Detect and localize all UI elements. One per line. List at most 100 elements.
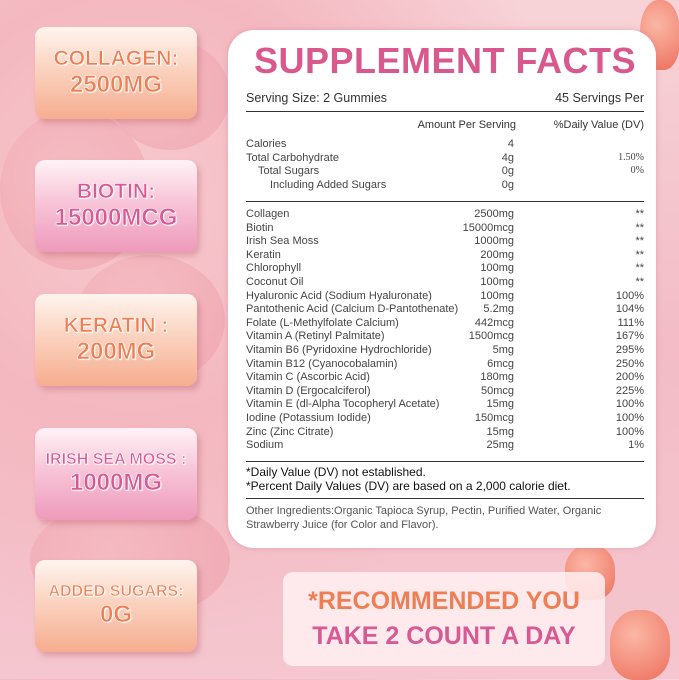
table-row: Sodium 25mg 1%: [246, 439, 644, 453]
other-ingredients-line1: Other Ingredients:Organic Tapioca Syrup,…: [246, 505, 602, 517]
badge-label: COLLAGEN:: [53, 47, 179, 71]
nutrient-amount: 180mg: [480, 371, 514, 384]
nutrient-dv: 167%: [615, 330, 644, 343]
footnote-dv-not-established: *Daily Value (DV) not established.: [246, 465, 426, 479]
nutrient-dv: 100%: [615, 425, 644, 438]
nutrient-name: Sodium: [246, 439, 284, 452]
nutrient-amount: 50mcg: [480, 384, 514, 397]
badge-value: 15000MCG: [54, 204, 178, 232]
nutrient-name: Biotin: [246, 221, 274, 234]
badge-label: ADDED SUGARS:: [48, 583, 184, 601]
highlight-badge: ADDED SUGARS: 0G: [35, 560, 197, 652]
table-row: Zinc (Zinc Citrate) 15mg 100%: [246, 426, 644, 440]
servings-per: 45 Servings Per: [555, 91, 644, 105]
table-row: Calories 4: [246, 138, 644, 152]
footnote-percent-dv: *Percent Daily Values (DV) are based on …: [246, 479, 571, 493]
serving-size: Serving Size: 2 Gummies: [246, 91, 388, 105]
nutrient-amount: 25mg: [486, 439, 514, 452]
nutrient-name: Collagen: [246, 208, 290, 220]
divider: [246, 201, 644, 203]
recommendation-line2: TAKE 2 COUNT A DAY: [312, 622, 576, 650]
highlight-badge: IRISH SEA MOSS :1000MG: [35, 428, 197, 520]
nutrient-name: Vitamin D (Ergocalciferol): [246, 384, 371, 397]
table-row: Total Sugars 0g 0%: [246, 165, 644, 179]
nutrient-dv: 111%: [617, 316, 644, 329]
table-row: Total Carbohydrate 4g 1.50%: [246, 152, 644, 166]
table-row: Keratin 200mg **: [246, 249, 644, 263]
nutrient-name: Total Sugars: [258, 165, 320, 178]
table-row: Biotin 15000mcg **: [246, 222, 644, 236]
badge-value: 200MG: [76, 338, 156, 366]
badge-value: 2500MG: [69, 71, 163, 99]
table-row: Vitamin B12 (Cyanocobalamin) 6mcg 250%: [246, 358, 644, 372]
nutrient-amount: 1500mcg: [468, 330, 514, 343]
highlight-badge: BIOTIN: 15000MCG: [35, 160, 197, 252]
nutrient-dv: **: [635, 221, 644, 234]
nutrient-dv: 1%: [628, 439, 644, 452]
table-row: Chlorophyll 100mg **: [246, 262, 644, 276]
nutrient-dv: 295%: [615, 344, 644, 356]
table-row: Including Added Sugars 0g: [246, 179, 644, 193]
nutrient-amount: 0g: [501, 178, 514, 191]
badge-value: 1000MG: [69, 469, 163, 497]
nutrient-name: Calories: [246, 138, 287, 150]
nutrient-amount: 15mg: [486, 398, 514, 411]
nutrient-name: Keratin: [246, 248, 281, 261]
table-row: Vitamin C (Ascorbic Acid) 180mg 200%: [246, 371, 644, 385]
nutrient-amount: 2500mg: [474, 208, 514, 220]
other-ingredients-line2: Strawberry Juice (for Color and Flavor).: [246, 519, 439, 531]
divider: [246, 461, 644, 463]
table-row: Pantothenic Acid (Calcium D-Pantothenate…: [246, 303, 644, 317]
nutrient-dv: 200%: [615, 371, 644, 384]
nutrient-dv: **: [635, 208, 644, 220]
panel-title: SUPPLEMENT FACTS: [253, 40, 637, 81]
gummy-bear-image: [610, 610, 670, 680]
nutrient-amount: 100mg: [480, 289, 514, 302]
highlight-badge: KERATIN :200MG: [35, 294, 197, 386]
nutrient-amount: 4g: [501, 151, 514, 164]
nutrient-amount: 15000mcg: [462, 221, 514, 234]
nutrient-dv: 250%: [615, 357, 644, 370]
nutrient-name: Vitamin C (Ascorbic Acid): [246, 371, 370, 384]
nutrient-amount: 5.2mg: [483, 303, 514, 316]
column-header-amount: Amount Per Serving: [417, 119, 516, 131]
nutrient-name: Vitamin E (dl-Alpha Tocopheryl Acetate): [246, 398, 440, 411]
nutrient-name: Iodine (Potassium Iodide): [246, 412, 371, 424]
column-header-dv: %Daily Value (DV): [553, 119, 644, 131]
table-row: Coconut Oil 100mg **: [246, 276, 644, 290]
nutrient-amount: 100mg: [480, 276, 514, 288]
nutrient-amount: 150mcg: [474, 412, 514, 424]
divider: [246, 498, 644, 499]
nutrient-name: Pantothenic Acid (Calcium D-Pantothenate…: [246, 303, 459, 316]
nutrient-amount: 5mg: [492, 344, 514, 356]
nutrient-amount: 442mcg: [474, 316, 514, 329]
highlight-badge: COLLAGEN: 2500MG: [35, 27, 197, 119]
nutrient-dv: **: [635, 248, 644, 261]
table-row: Irish Sea Moss 1000mg **: [246, 235, 644, 249]
badge-value: 0G: [99, 601, 133, 629]
nutrient-amount: 1000mg: [474, 235, 514, 248]
supplement-facts-panel: SUPPLEMENT FACTS Serving Size: 2 Gummies…: [228, 30, 656, 548]
nutrient-name: Coconut Oil: [246, 276, 304, 288]
table-row: Collagen 2500mg **: [246, 208, 644, 222]
nutrient-name: Chlorophyll: [246, 262, 302, 275]
nutrient-dv: 1.50%: [618, 151, 644, 163]
nutrient-name: Total Carbohydrate: [246, 151, 339, 164]
nutrient-amount: 0g: [501, 165, 514, 178]
nutrient-name: Vitamin B6 (Pyridoxine Hydrochloride): [246, 344, 432, 356]
nutrient-amount: 4: [507, 138, 514, 150]
nutrient-dv: 104%: [615, 303, 644, 316]
recommendation-line1: *RECOMMENDED YOU: [308, 587, 580, 615]
nutrient-dv: 100%: [615, 412, 644, 424]
nutrient-amount: 100mg: [480, 262, 514, 275]
nutrient-name: Zinc (Zinc Citrate): [246, 425, 334, 438]
table-row: Vitamin B6 (Pyridoxine Hydrochloride) 5mg…: [246, 344, 644, 358]
recommendation-banner: *RECOMMENDED YOU TAKE 2 COUNT A DAY: [283, 572, 605, 666]
nutrient-name: Vitamin A (Retinyl Palmitate): [246, 330, 385, 343]
nutrient-name: Including Added Sugars: [270, 178, 387, 191]
table-row: Vitamin E (dl-Alpha Tocopheryl Acetate) 1…: [246, 398, 644, 412]
nutrient-amount: 200mg: [480, 248, 514, 261]
nutrient-name: Irish Sea Moss: [246, 235, 319, 248]
badge-label: IRISH SEA MOSS :: [45, 451, 187, 469]
table-row: Iodine (Potassium Iodide) 150mcg 100%: [246, 412, 644, 426]
